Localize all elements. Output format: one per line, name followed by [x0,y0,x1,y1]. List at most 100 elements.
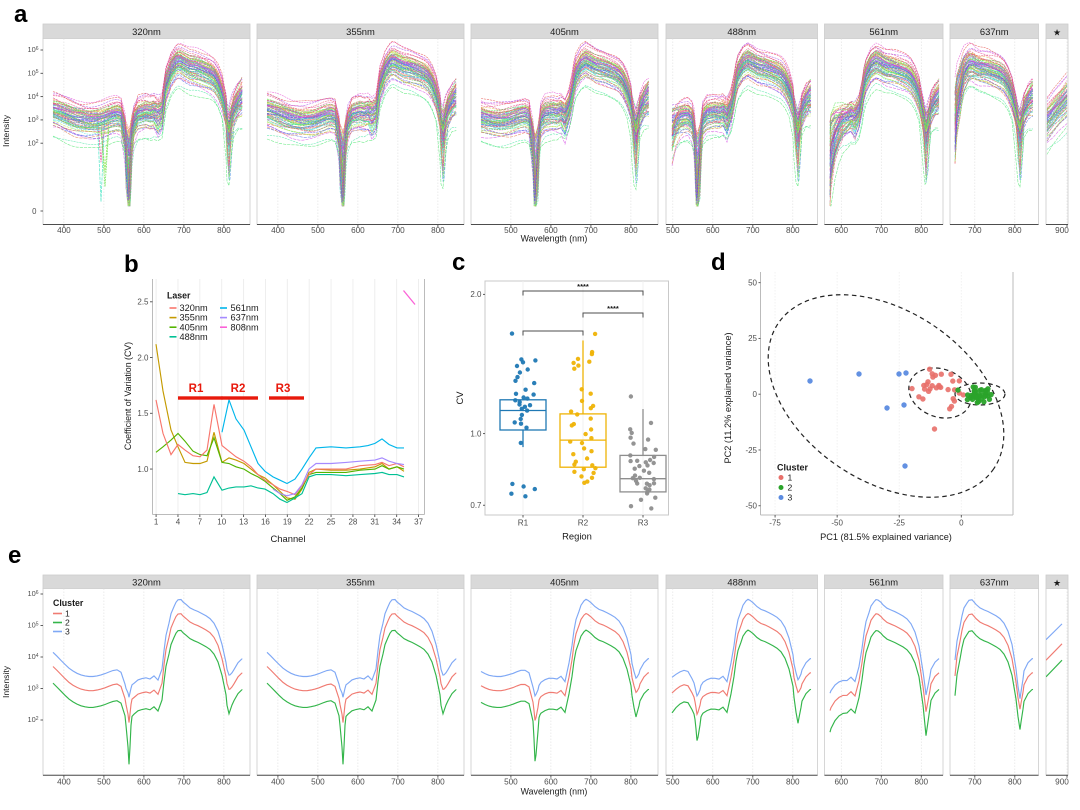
svg-text:R2: R2 [578,519,589,528]
svg-text:2: 2 [65,618,70,628]
svg-text:R3: R3 [638,519,649,528]
svg-text:600: 600 [544,226,558,235]
svg-text:13: 13 [239,518,248,527]
svg-text:1: 1 [788,473,793,483]
svg-text:Intensity: Intensity [1,114,11,147]
svg-text:808nm: 808nm [231,322,259,332]
svg-text:1: 1 [154,518,159,527]
svg-text:500: 500 [97,226,111,235]
svg-text:-50: -50 [745,502,757,511]
svg-text:106: 106 [27,589,38,598]
svg-text:0.7: 0.7 [470,501,482,510]
svg-text:CV: CV [454,391,465,405]
svg-text:600: 600 [544,778,558,787]
svg-text:3: 3 [788,493,793,503]
svg-text:2: 2 [788,483,793,493]
svg-text:50: 50 [748,278,757,287]
svg-text:800: 800 [624,226,638,235]
svg-text:4: 4 [176,518,181,527]
svg-text:800: 800 [217,778,231,787]
svg-text:800: 800 [914,226,928,235]
svg-text:R2: R2 [231,383,246,395]
svg-text:0: 0 [753,390,758,399]
svg-text:320nm: 320nm [132,576,161,587]
svg-text:1.0: 1.0 [470,429,482,438]
svg-text:2.5: 2.5 [137,298,149,307]
svg-text:405nm: 405nm [550,576,579,587]
svg-text:Cluster: Cluster [777,463,809,473]
svg-text:Coefficient of Variation (CV): Coefficient of Variation (CV) [123,342,133,450]
svg-text:500: 500 [97,778,111,787]
svg-text:500: 500 [504,226,518,235]
svg-text:-25: -25 [745,446,757,455]
svg-text:900: 900 [1055,778,1069,787]
svg-text:637nm: 637nm [231,313,259,323]
svg-text:355nm: 355nm [180,313,208,323]
svg-text:400: 400 [57,226,71,235]
svg-text:700: 700 [177,778,191,787]
svg-text:400: 400 [271,778,285,787]
svg-text:800: 800 [1008,226,1022,235]
svg-text:c: c [452,249,465,276]
svg-text:102: 102 [27,715,38,724]
svg-text:25: 25 [327,518,336,527]
svg-text:600: 600 [351,778,365,787]
svg-text:19: 19 [283,518,292,527]
svg-text:0: 0 [32,207,37,216]
svg-text:10: 10 [217,518,226,527]
svg-text:800: 800 [217,226,231,235]
svg-text:355nm: 355nm [346,576,375,587]
svg-text:561nm: 561nm [869,26,898,37]
svg-text:500: 500 [311,226,325,235]
svg-text:700: 700 [391,226,405,235]
svg-text:37: 37 [414,518,423,527]
svg-text:637nm: 637nm [980,26,1009,37]
svg-text:700: 700 [746,226,760,235]
svg-text:34: 34 [392,518,401,527]
svg-text:637nm: 637nm [980,576,1009,587]
svg-text:700: 700 [968,778,982,787]
svg-text:25: 25 [748,334,757,343]
svg-text:d: d [711,249,726,276]
svg-text:1.5: 1.5 [137,409,149,418]
svg-text:700: 700 [584,226,598,235]
svg-text:600: 600 [351,226,365,235]
svg-text:Wavelength (nm): Wavelength (nm) [521,787,588,797]
svg-text:Region: Region [562,531,592,542]
svg-text:105: 105 [27,69,38,78]
svg-text:103: 103 [27,684,38,693]
svg-text:600: 600 [137,226,151,235]
svg-text:PC2 (11.2% explained variance): PC2 (11.2% explained variance) [723,332,733,463]
svg-text:7: 7 [198,518,203,527]
svg-text:700: 700 [874,778,888,787]
svg-text:700: 700 [177,226,191,235]
svg-text:800: 800 [786,226,800,235]
svg-text:700: 700 [584,778,598,787]
svg-text:Laser: Laser [167,291,191,301]
svg-text:103: 103 [27,115,38,124]
svg-text:Channel: Channel [271,533,306,544]
svg-text:500: 500 [311,778,325,787]
svg-text:****: **** [577,282,589,291]
svg-text:31: 31 [370,518,379,527]
svg-text:105: 105 [27,621,38,630]
svg-text:700: 700 [874,226,888,235]
svg-text:-50: -50 [831,519,843,528]
svg-text:405nm: 405nm [180,322,208,332]
svg-text:488nm: 488nm [180,332,208,342]
svg-text:700: 700 [391,778,405,787]
svg-text:320nm: 320nm [132,26,161,37]
svg-text:600: 600 [706,226,720,235]
svg-text:3: 3 [65,627,70,637]
svg-text:2.0: 2.0 [137,353,149,362]
svg-text:800: 800 [431,226,445,235]
svg-text:500: 500 [666,778,680,787]
svg-text:400: 400 [57,778,71,787]
svg-text:700: 700 [968,226,982,235]
svg-text:106: 106 [27,45,38,54]
svg-text:104: 104 [27,652,38,661]
svg-text:405nm: 405nm [550,26,579,37]
svg-text:b: b [124,251,139,278]
svg-text:Wavelength (nm): Wavelength (nm) [521,234,588,244]
svg-text:488nm: 488nm [727,576,756,587]
